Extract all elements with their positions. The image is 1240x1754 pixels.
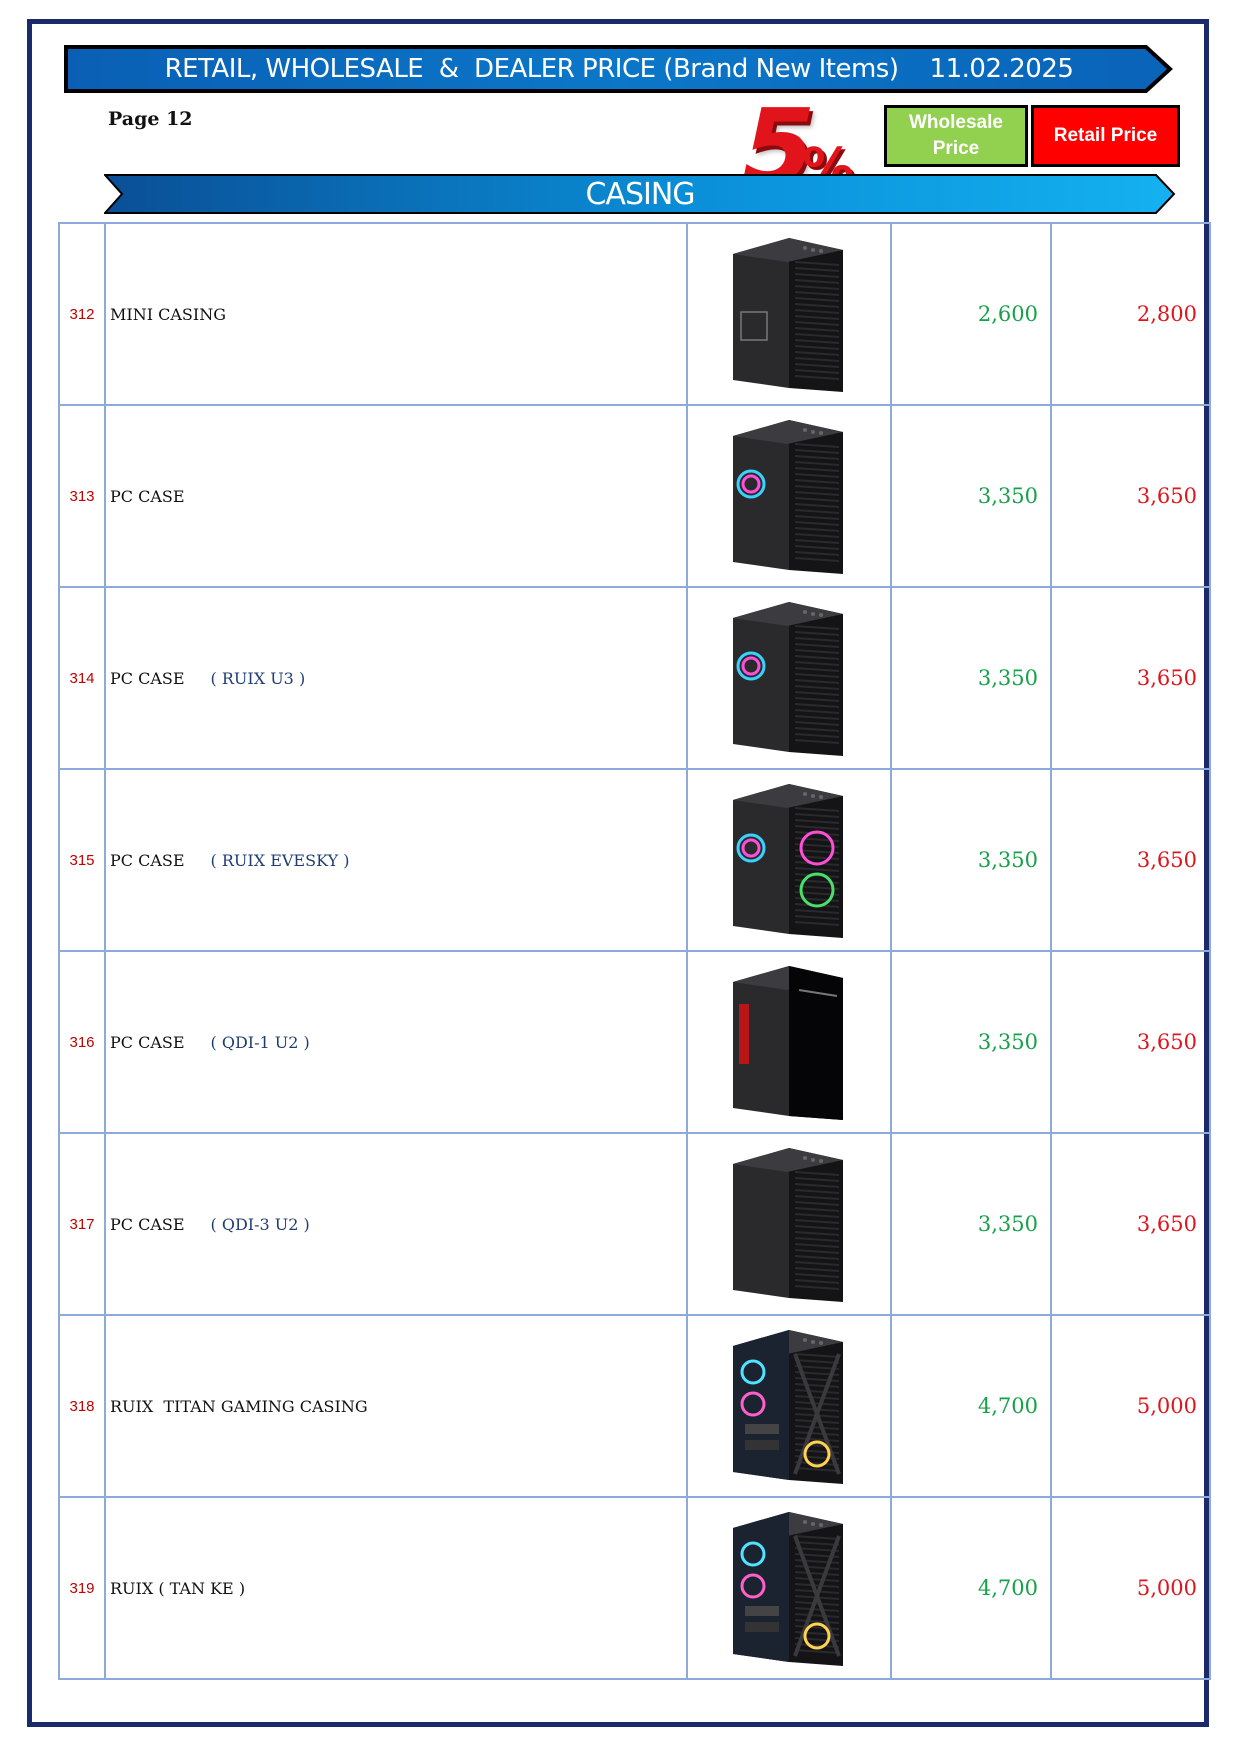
item-name: PC CASE — [110, 850, 185, 870]
wholesale-price: 4,700 — [890, 1314, 1052, 1498]
item-image-cell — [686, 950, 892, 1134]
item-model: ( QDI-3 U2 ) — [210, 1214, 310, 1234]
item-name: RUIX ( TAN KE ) — [110, 1578, 246, 1598]
item-name: PC CASE — [110, 1032, 185, 1052]
retail-price: 5,000 — [1050, 1496, 1211, 1680]
item-number: 318 — [58, 1314, 106, 1498]
item-model: ( RUIX EVESKY ) — [210, 850, 350, 870]
wholesale-price: 3,350 — [890, 586, 1052, 770]
wholesale-price: 2,600 — [890, 222, 1052, 406]
page-number: Page 12 — [108, 108, 193, 130]
item-name: PC CASE — [110, 486, 185, 506]
title-banner: RETAIL, WHOLESALE & DEALER PRICE (Brand … — [64, 45, 1174, 93]
gaming-case-glass-rgb-image — [733, 1512, 843, 1666]
table-row: 312 MINI CASING 2,600 2,800 — [58, 222, 1211, 406]
tower-case-rgb-fan-image — [733, 602, 843, 756]
item-description: PC CASE — [104, 404, 688, 588]
wholesale-price: 3,350 — [890, 1132, 1052, 1316]
item-description: MINI CASING — [104, 222, 688, 406]
retail-price: 3,650 — [1050, 1132, 1211, 1316]
section-banner: CASING — [104, 174, 1176, 214]
item-name: MINI CASING — [110, 304, 226, 324]
item-description: RUIX TITAN GAMING CASING — [104, 1314, 688, 1498]
tower-case-rgb-fan-image — [733, 420, 843, 574]
item-name: PC CASE — [110, 1214, 185, 1234]
table-row: 318 RUIX TITAN GAMING CASING 4,700 5,000 — [58, 1314, 1211, 1498]
item-description: PC CASE ( QDI-1 U2 ) — [104, 950, 688, 1134]
item-model: ( RUIX U3 ) — [210, 668, 306, 688]
item-description: PC CASE ( QDI-3 U2 ) — [104, 1132, 688, 1316]
retail-price: 3,650 — [1050, 586, 1211, 770]
item-image-cell — [686, 1132, 892, 1316]
retail-price-legend: Retail Price — [1031, 105, 1180, 167]
table-row: 316 PC CASE ( QDI-1 U2 ) 3,350 3,650 — [58, 950, 1211, 1134]
wholesale-price: 3,350 — [890, 950, 1052, 1134]
item-image-cell — [686, 768, 892, 952]
item-number: 314 — [58, 586, 106, 770]
item-number: 319 — [58, 1496, 106, 1680]
price-table: 312 MINI CASING 2,600 2,800 313 PC CASE 3,350 3… — [58, 222, 1211, 1680]
table-row: 317 PC CASE ( QDI-3 U2 ) 3,350 3,650 — [58, 1132, 1211, 1316]
tower-case-black-image — [733, 1148, 843, 1302]
tower-case-glossy-red-image — [733, 966, 843, 1120]
retail-price: 5,000 — [1050, 1314, 1211, 1498]
item-description: RUIX ( TAN KE ) — [104, 1496, 688, 1680]
item-number: 315 — [58, 768, 106, 952]
wholesale-price-legend: Wholesale Price — [884, 105, 1028, 167]
wholesale-price: 3,350 — [890, 768, 1052, 952]
item-number: 316 — [58, 950, 106, 1134]
gaming-case-glass-rgb-image — [733, 1330, 843, 1484]
item-name: RUIX TITAN GAMING CASING — [110, 1396, 368, 1416]
item-description: PC CASE ( RUIX U3 ) — [104, 586, 688, 770]
item-description: PC CASE ( RUIX EVESKY ) — [104, 768, 688, 952]
item-image-cell — [686, 404, 892, 588]
item-image-cell — [686, 1314, 892, 1498]
retail-price: 3,650 — [1050, 950, 1211, 1134]
table-row: 315 PC CASE ( RUIX EVESKY ) 3,350 3,650 — [58, 768, 1211, 952]
table-row: 319 RUIX ( TAN KE ) 4,700 5,000 — [58, 1496, 1211, 1680]
wholesale-price: 4,700 — [890, 1496, 1052, 1680]
item-number: 312 — [58, 222, 106, 406]
item-image-cell — [686, 586, 892, 770]
item-image-cell — [686, 222, 892, 406]
wholesale-price: 3,350 — [890, 404, 1052, 588]
tower-case-mesh-dual-fan-image — [733, 784, 843, 938]
item-image-cell — [686, 1496, 892, 1680]
retail-price: 2,800 — [1050, 222, 1211, 406]
section-title: CASING — [585, 177, 695, 212]
retail-price: 3,650 — [1050, 404, 1211, 588]
page-title: RETAIL, WHOLESALE & DEALER PRICE (Brand … — [164, 54, 1074, 84]
item-model: ( QDI-1 U2 ) — [210, 1032, 310, 1052]
retail-price: 3,650 — [1050, 768, 1211, 952]
item-number: 313 — [58, 404, 106, 588]
table-row: 314 PC CASE ( RUIX U3 ) 3,350 3,650 — [58, 586, 1211, 770]
item-number: 317 — [58, 1132, 106, 1316]
table-row: 313 PC CASE 3,350 3,650 — [58, 404, 1211, 588]
item-name: PC CASE — [110, 668, 185, 688]
mini-tower-case-black-image — [733, 238, 843, 392]
